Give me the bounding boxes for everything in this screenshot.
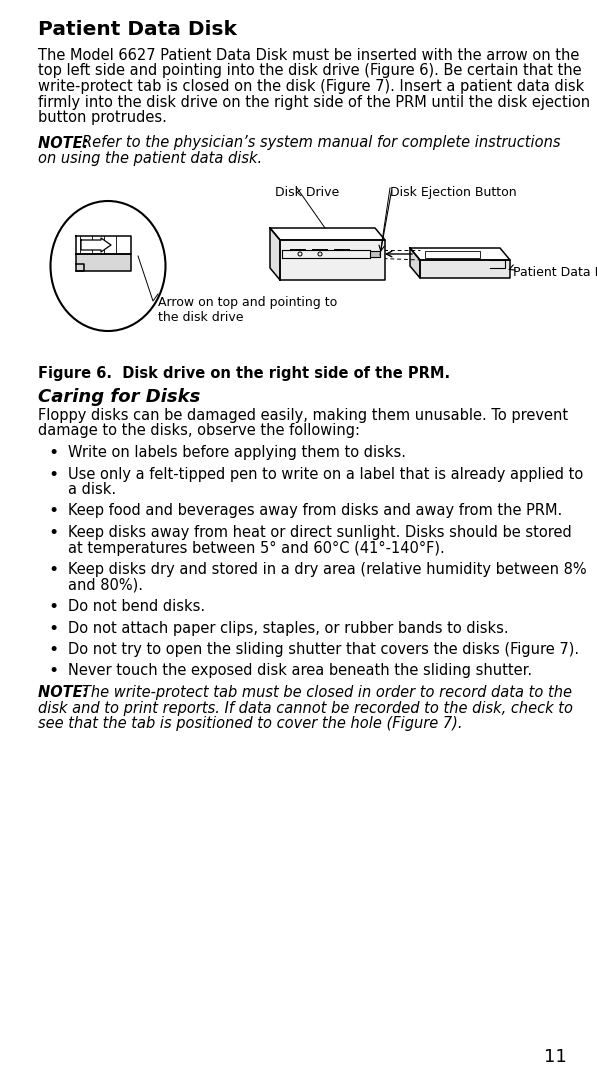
Text: button protrudes.: button protrudes. [38,109,167,125]
Text: Do not attach paper clips, staples, or rubber bands to disks.: Do not attach paper clips, staples, or r… [68,620,509,635]
Text: top left side and pointing into the disk drive (Figure 6). Be certain that the: top left side and pointing into the disk… [38,64,581,78]
Text: Disk Drive: Disk Drive [275,186,339,199]
Text: •: • [48,465,59,483]
Text: Do not try to open the sliding shutter that covers the disks (Figure 7).: Do not try to open the sliding shutter t… [68,642,579,657]
Text: Keep disks away from heat or direct sunlight. Disks should be stored: Keep disks away from heat or direct sunl… [68,525,572,540]
Text: and 80%).: and 80%). [68,578,143,593]
Text: write-protect tab is closed on the disk (Figure 7). Insert a patient data disk: write-protect tab is closed on the disk … [38,79,584,94]
Text: Floppy disks can be damaged easily, making them unusable. To prevent: Floppy disks can be damaged easily, maki… [38,408,568,423]
Text: Caring for Disks: Caring for Disks [38,388,201,406]
Text: firmly into the disk drive on the right side of the PRM until the disk ejection: firmly into the disk drive on the right … [38,94,590,109]
Text: Figure 6.  Disk drive on the right side of the PRM.: Figure 6. Disk drive on the right side o… [38,366,450,380]
Text: •: • [48,444,59,462]
Text: Keep disks dry and stored in a dry area (relative humidity between 8%: Keep disks dry and stored in a dry area … [68,562,587,577]
Text: •: • [48,503,59,520]
Text: Refer to the physician’s system manual for complete instructions: Refer to the physician’s system manual f… [82,136,561,151]
Text: Keep food and beverages away from disks and away from the PRM.: Keep food and beverages away from disks … [68,503,562,518]
Polygon shape [280,240,385,280]
Text: Disk Ejection Button: Disk Ejection Button [390,186,516,199]
Text: •: • [48,562,59,579]
Text: Write on labels before applying them to disks.: Write on labels before applying them to … [68,446,406,460]
Text: a disk.: a disk. [68,482,116,496]
Text: see that the tab is positioned to cover the hole (Figure 7).: see that the tab is positioned to cover … [38,717,463,731]
Text: NOTE:: NOTE: [38,685,99,700]
Text: •: • [48,641,59,659]
Polygon shape [81,238,111,251]
Text: Patient Data Disk: Patient Data Disk [38,20,237,39]
Polygon shape [270,228,280,280]
Text: •: • [48,598,59,616]
Text: disk and to print reports. If data cannot be recorded to the disk, check to: disk and to print reports. If data canno… [38,700,573,715]
Bar [425,251,480,258]
Text: •: • [48,662,59,681]
Polygon shape [76,254,131,271]
Text: The Model 6627 Patient Data Disk must be inserted with the arrow on the: The Model 6627 Patient Data Disk must be… [38,48,579,63]
Polygon shape [270,228,385,240]
Text: Patient Data Disk: Patient Data Disk [513,266,597,279]
Polygon shape [410,248,510,260]
Text: •: • [48,619,59,637]
Text: on using the patient data disk.: on using the patient data disk. [38,151,262,166]
Polygon shape [420,260,510,278]
Polygon shape [76,236,131,254]
Text: NOTE:: NOTE: [38,136,99,151]
Text: Arrow on top and pointing to
the disk drive: Arrow on top and pointing to the disk dr… [158,296,337,324]
Text: Never touch the exposed disk area beneath the sliding shutter.: Never touch the exposed disk area beneat… [68,663,532,679]
Text: Do not bend disks.: Do not bend disks. [68,599,205,614]
Text: •: • [48,524,59,542]
Text: at temperatures between 5° and 60°C (41°-140°F).: at temperatures between 5° and 60°C (41°… [68,541,445,555]
Text: Use only a felt-tipped pen to write on a label that is already applied to: Use only a felt-tipped pen to write on a… [68,466,583,481]
Text: damage to the disks, observe the following:: damage to the disks, observe the followi… [38,424,360,439]
Text: The write-protect tab must be closed in order to record data to the: The write-protect tab must be closed in … [82,685,572,700]
Text: 11: 11 [544,1048,567,1066]
Polygon shape [410,248,420,278]
Bar [370,251,380,257]
